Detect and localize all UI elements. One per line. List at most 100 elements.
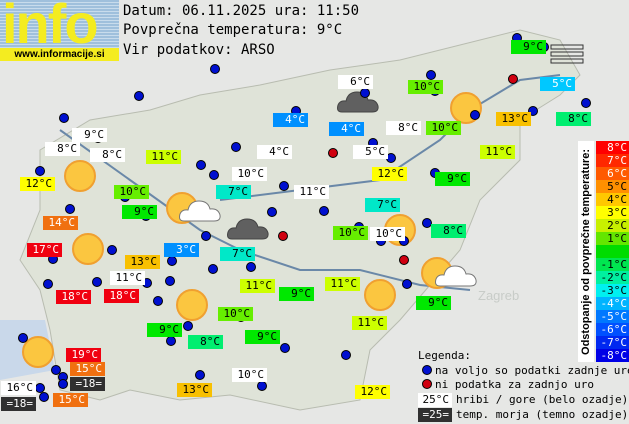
temperature-label: 4°C <box>329 122 364 136</box>
missing-station-dot <box>399 255 409 265</box>
scale-title-text: Odstopanje od povprečne temperature: <box>580 148 592 355</box>
temperature-label: 11°C <box>110 271 145 285</box>
station-dot <box>18 333 28 343</box>
sea-sample: =25= <box>418 408 452 422</box>
station-dot <box>59 113 69 123</box>
missing-station-dot <box>328 148 338 158</box>
temperature-label: 4°C <box>257 145 292 159</box>
scale-step: -1°C <box>596 258 629 271</box>
temperature-label: 16°C <box>1 381 36 395</box>
missing-station-dot <box>508 74 518 84</box>
scale-step <box>596 245 629 258</box>
station-dot <box>165 276 175 286</box>
temperature-label: 9°C <box>245 330 280 344</box>
station-dot <box>166 336 176 346</box>
station-dot <box>267 207 277 217</box>
legend-red-text: ni podatka za zadnjo uro <box>435 378 594 391</box>
scale-step: 4°C <box>596 193 629 206</box>
data-source: Vir podatkov: ARSO <box>123 42 275 58</box>
temperature-label: 10°C <box>114 185 149 199</box>
station-dot <box>360 88 370 98</box>
temperature-label: 11°C <box>325 277 360 291</box>
temperature-label: 10°C <box>370 227 405 241</box>
temperature-label: 8°C <box>556 112 591 126</box>
sun-icon <box>72 233 104 265</box>
scale-step: 8°C <box>596 141 629 154</box>
station-dot <box>209 170 219 180</box>
station-dot <box>201 231 211 241</box>
temperature-label: 11°C <box>240 279 275 293</box>
station-dot <box>65 204 75 214</box>
mountain-sample: 25°C <box>418 393 452 407</box>
country-shape <box>19 29 581 411</box>
temperature-label: 17°C <box>27 243 62 257</box>
station-dot <box>58 379 68 389</box>
temperature-label: 9°C <box>147 323 182 337</box>
legend-mountain: 25°C hribi / gore (belo ozadje) <box>418 393 628 407</box>
station-dot <box>528 106 538 116</box>
temperature-label: 10°C <box>218 307 253 321</box>
dark-cloud-icon <box>227 218 269 240</box>
temperature-label: 9°C <box>122 205 157 219</box>
scale-step: -6°C <box>596 323 629 336</box>
temperature-label: 9°C <box>279 287 314 301</box>
temperature-label: 13°C <box>496 112 531 126</box>
logo-text: info <box>2 0 97 48</box>
station-dot <box>426 70 436 80</box>
sun-icon <box>176 289 208 321</box>
legend-red-dot: ni podatka za zadnjo uro <box>422 378 594 392</box>
logo[interactable]: info www.informacije.si <box>0 0 119 61</box>
logo-url[interactable]: www.informacije.si <box>0 48 119 61</box>
sun-icon <box>64 160 96 192</box>
station-dot <box>581 98 591 108</box>
station-dot <box>246 262 256 272</box>
scale-step: -7°C <box>596 336 629 349</box>
station-dot <box>341 350 351 360</box>
deviation-scale: 8°C 7°C 6°C 5°C 4°C 3°C 2°C 1°C -1°C -2°C -3°C -4°C… <box>596 141 629 362</box>
fog-icon <box>550 44 584 64</box>
legend-sea: =25= temp. morja (temno ozadje) <box>418 408 628 422</box>
legend-blue-dot: na voljo so podatki zadnje ure <box>422 364 629 378</box>
temperature-label: 12°C <box>355 385 390 399</box>
temperature-label: 5°C <box>353 145 388 159</box>
scale-step: -5°C <box>596 310 629 323</box>
temperature-label: 4°C <box>273 113 308 127</box>
temperature-label: 15°C <box>53 393 88 407</box>
blue-dot-icon <box>422 365 432 375</box>
temperature-label: 8°C <box>45 142 80 156</box>
temperature-label: 12°C <box>372 167 407 181</box>
station-dot <box>280 343 290 353</box>
station-dot <box>195 370 205 380</box>
station-dot <box>134 91 144 101</box>
station-dot <box>167 256 177 266</box>
cloud-icon <box>179 200 221 222</box>
temperature-label: 11°C <box>294 185 329 199</box>
temperature-label: 10°C <box>426 121 461 135</box>
temperature-label: 8°C <box>188 335 223 349</box>
station-dot <box>210 64 220 74</box>
station-dot <box>402 279 412 289</box>
temperature-label: =18= <box>70 377 105 391</box>
temperature-label: 11°C <box>480 145 515 159</box>
station-dot <box>43 279 53 289</box>
station-dot <box>39 392 49 402</box>
station-dot <box>51 365 61 375</box>
temperature-label: 8°C <box>431 224 466 238</box>
temperature-label: 7°C <box>220 247 255 261</box>
station-dot <box>35 166 45 176</box>
sun-icon <box>22 336 54 368</box>
temperature-label: 15°C <box>70 362 105 376</box>
station-dot <box>107 245 117 255</box>
temperature-label: 3°C <box>164 243 199 257</box>
station-dot <box>279 181 289 191</box>
scale-step: 7°C <box>596 154 629 167</box>
temperature-label: 10°C <box>408 80 443 94</box>
mountain-text: hribi / gore (belo ozadje) <box>456 393 629 406</box>
station-dot <box>92 277 102 287</box>
scale-step: 5°C <box>596 180 629 193</box>
temperature-label: 14°C <box>43 216 78 230</box>
station-dot <box>257 381 267 391</box>
scale-step: 1°C <box>596 232 629 245</box>
station-dot <box>183 321 193 331</box>
temperature-label: 6°C <box>338 75 373 89</box>
